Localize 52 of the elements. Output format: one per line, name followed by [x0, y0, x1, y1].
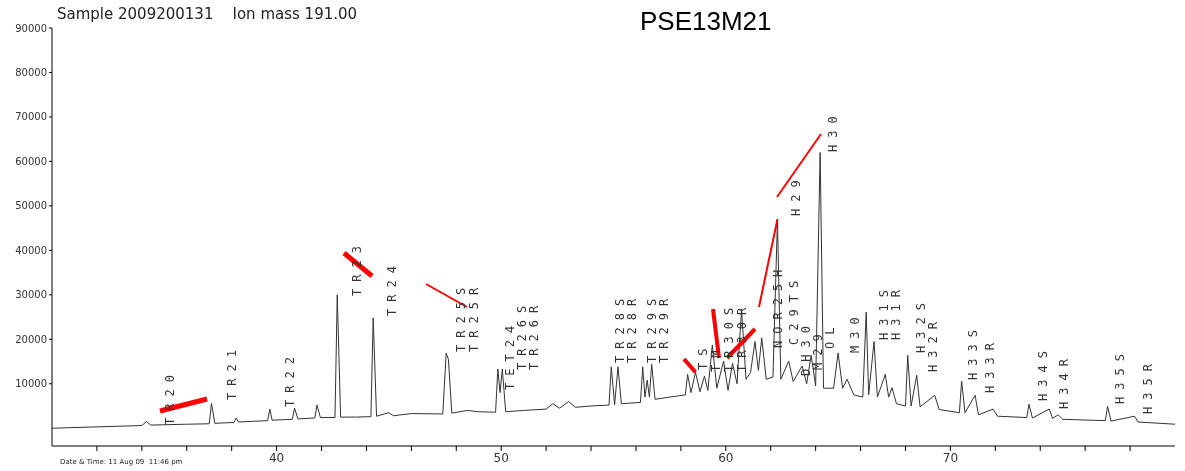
annotation: H32S: [914, 296, 928, 353]
annotation: TR29R: [657, 291, 671, 363]
annotation: H35R: [1141, 357, 1155, 414]
x-tick-label: 40: [268, 450, 285, 465]
annotation: H35S: [1113, 347, 1127, 404]
annotation: TR25R: [467, 280, 481, 352]
annotation: TR25S: [454, 280, 468, 352]
annotation: TR21: [225, 343, 239, 400]
annotation: M30: [848, 310, 862, 353]
line-series: [52, 152, 1175, 429]
y-tick-label: 80000: [15, 67, 47, 79]
annotation: H31S: [877, 283, 891, 340]
annotation: TR24: [385, 259, 399, 316]
annotation: M29: [811, 327, 825, 370]
annotation: TET24: [503, 318, 517, 390]
y-tick-label: 90000: [15, 22, 47, 34]
y-tick-label: 20000: [15, 333, 47, 345]
annotation: TR30S: [722, 300, 736, 372]
x-tick-label: 60: [718, 450, 734, 465]
chart-subtitle: Sample 2009200131 Ion mass 191.00: [57, 5, 358, 23]
annotation: DH30: [799, 319, 813, 376]
y-tick-label: 50000: [15, 200, 47, 212]
annotation: TR23: [350, 239, 364, 296]
annotation: TS: [696, 341, 710, 370]
y-tick-label: 30000: [15, 289, 47, 301]
y-tick-label: 70000: [15, 111, 47, 123]
annotation: H29: [789, 173, 803, 216]
annotation: H30: [826, 109, 840, 152]
annotation: H33S: [966, 323, 980, 380]
annotation: TM: [709, 343, 723, 372]
annotation: TR28R: [625, 291, 639, 363]
annotation: TR28S: [613, 291, 627, 363]
annotation: C29TS: [787, 273, 801, 345]
x-tick-label: 70: [942, 450, 959, 465]
annotation: H33R: [983, 336, 997, 393]
annotation: H32R: [926, 315, 940, 372]
annotation: H34R: [1057, 352, 1071, 409]
annotation: TR30R: [735, 300, 749, 372]
annotation: OL: [823, 320, 837, 349]
annotation: H31R: [889, 283, 903, 340]
annotation: TR26S: [515, 298, 529, 370]
annotation: H34S: [1036, 344, 1050, 401]
x-tick-label: 50: [493, 450, 509, 465]
y-tick-label: 40000: [15, 244, 47, 256]
annotation: TR20: [163, 368, 177, 425]
chart-title: PSE13M21: [640, 6, 772, 37]
annotation: NOR25H: [771, 262, 785, 348]
annotation: TR22: [283, 350, 297, 407]
y-tick-label: 60000: [15, 155, 47, 167]
annotation: TR26R: [527, 298, 541, 370]
annotation: TR29S: [645, 291, 659, 363]
y-tick-label: 10000: [15, 378, 47, 390]
